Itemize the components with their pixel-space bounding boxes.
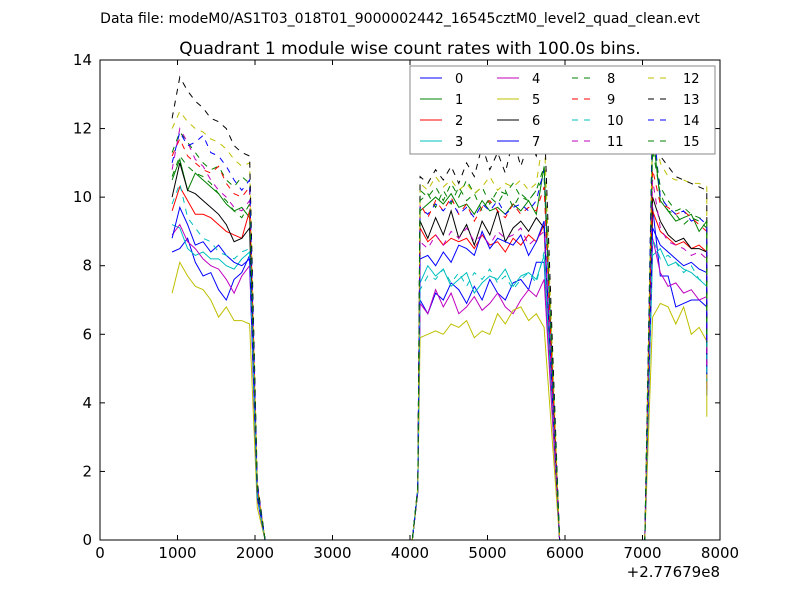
x-tick-label: 7000 <box>623 544 661 562</box>
x-tick-label: 8000 <box>701 544 739 562</box>
y-tick-label: 14 <box>73 51 92 69</box>
series-line-14 <box>171 114 708 540</box>
legend-label-15: 15 <box>683 135 700 150</box>
series-line-2 <box>171 185 708 540</box>
series-line-15 <box>171 138 708 540</box>
series-line-3 <box>171 224 708 540</box>
data-file-suptitle: Data file: modeM0/AS1T03_018T01_90000024… <box>100 11 700 27</box>
legend-label-7: 7 <box>532 135 540 150</box>
series-line-8 <box>171 130 708 540</box>
y-tick-label: 8 <box>82 257 92 275</box>
y-tick-label: 4 <box>82 394 92 412</box>
legend-label-13: 13 <box>683 93 700 108</box>
y-tick-label: 10 <box>73 188 92 206</box>
y-tick-label: 6 <box>82 325 92 343</box>
x-tick-label: 4000 <box>391 544 429 562</box>
series-line-5 <box>171 260 708 540</box>
series-line-0 <box>171 207 708 540</box>
legend-label-0: 0 <box>455 72 463 87</box>
series-line-6 <box>171 162 708 540</box>
x-tick-label: 3000 <box>313 544 351 562</box>
x-axis-offset-label: +2.77679e8 <box>627 563 720 581</box>
legend-label-2: 2 <box>455 114 463 129</box>
legend-label-1: 1 <box>455 93 463 108</box>
legend-label-6: 6 <box>532 114 540 129</box>
series-line-4 <box>171 223 708 540</box>
legend-label-3: 3 <box>455 135 463 150</box>
series-line-10 <box>171 181 708 540</box>
series-lines <box>171 75 708 540</box>
x-tick-label: 6000 <box>546 544 584 562</box>
chart-title: Quadrant 1 module wise count rates with … <box>179 39 640 59</box>
x-tick-label: 2000 <box>236 544 274 562</box>
plot-area: 0 1000 2000 3000 4000 5000 6000 7000 80000246810… <box>73 51 739 562</box>
legend-label-9: 9 <box>607 93 615 108</box>
x-tick-label: 0 <box>95 544 105 562</box>
series-line-7 <box>171 205 708 540</box>
legend-label-14: 14 <box>683 114 700 129</box>
series-line-12 <box>171 110 708 540</box>
y-tick-label: 12 <box>73 120 92 138</box>
legend-label-11: 11 <box>607 135 624 150</box>
legend-label-10: 10 <box>607 114 624 129</box>
legend-label-5: 5 <box>532 93 540 108</box>
x-tick-label: 1000 <box>158 544 196 562</box>
legend-label-8: 8 <box>607 72 615 87</box>
x-tick-label: 5000 <box>468 544 506 562</box>
legend-label-12: 12 <box>683 72 700 87</box>
legend-box <box>409 65 716 155</box>
y-tick-label: 2 <box>82 462 92 480</box>
legend-label-4: 4 <box>532 72 540 87</box>
y-tick-label: 0 <box>82 531 92 549</box>
